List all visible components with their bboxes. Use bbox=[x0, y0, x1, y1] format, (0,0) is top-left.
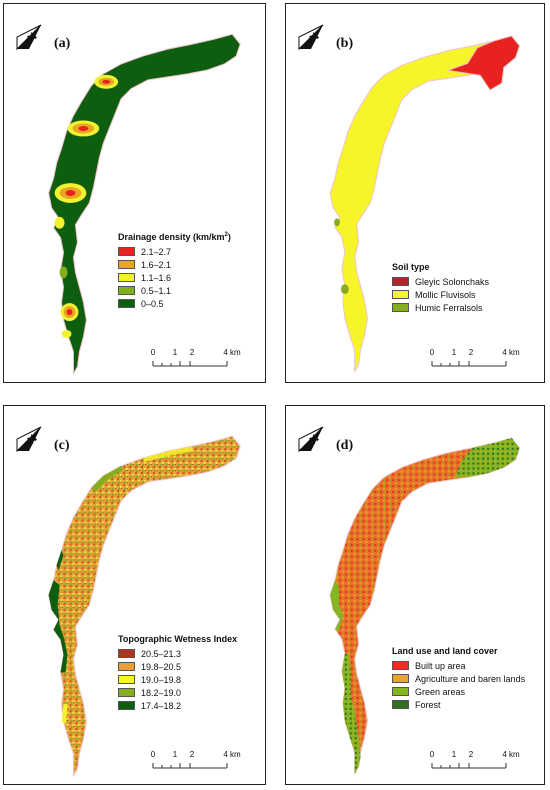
north-arrow-icon: N bbox=[14, 424, 44, 454]
legend-item: 19.8–20.5 bbox=[118, 660, 237, 673]
legend: Land use and land cover Built up area Ag… bbox=[392, 646, 525, 711]
scale-tick-label: 2 bbox=[468, 348, 474, 357]
scale-tick-label: 4 km bbox=[223, 348, 241, 357]
legend-item: 18.2–19.0 bbox=[118, 686, 237, 699]
legend-item: Forest bbox=[392, 698, 525, 711]
scale-bar: 0 1 2 4 km bbox=[429, 750, 539, 774]
legend-title: Soil type bbox=[392, 262, 430, 272]
panel-label: (c) bbox=[54, 438, 70, 453]
scale-tick-label: 2 bbox=[189, 750, 195, 759]
legend: Soil type Gleyic Solonchaks Mollic Fluvi… bbox=[392, 262, 489, 314]
scale-tick-label: 4 km bbox=[223, 750, 241, 759]
legend-item: Green areas bbox=[392, 685, 525, 698]
scale-bar: 0 1 2 4 km bbox=[429, 348, 539, 372]
legend-item: Gleyic Solonchaks bbox=[392, 275, 489, 288]
panel-label: (d) bbox=[336, 438, 354, 453]
legend-item: Agriculture and baren lands bbox=[392, 672, 525, 685]
drainage-hotspots bbox=[54, 74, 119, 338]
north-arrow-icon: N bbox=[296, 22, 326, 52]
legend: Drainage density (km/km2) 2.1–2.7 1.6–2.… bbox=[118, 232, 231, 310]
soil-type-map bbox=[329, 35, 521, 373]
legend-item: Built up area bbox=[392, 659, 525, 672]
scale-tick-label: 1 bbox=[451, 348, 457, 357]
scale-tick-label: 1 bbox=[172, 750, 178, 759]
map-panel-soil-type: N (b) Soil type Gleyic Solonchaks Mollic… bbox=[285, 3, 545, 383]
scale-tick-label: 2 bbox=[468, 750, 474, 759]
legend-item: 20.5–21.3 bbox=[118, 647, 237, 660]
legend-item: 2.1–2.7 bbox=[118, 245, 231, 258]
scale-tick-label: 2 bbox=[189, 348, 195, 357]
topographic-wetness-map bbox=[48, 435, 241, 777]
scale-tick-label: 0 bbox=[150, 348, 156, 357]
scale-tick-label: 0 bbox=[429, 348, 435, 357]
land-use-map bbox=[329, 437, 520, 775]
scale-bar: 0 1 2 4 km bbox=[150, 348, 260, 372]
scale-tick-label: 0 bbox=[150, 750, 156, 759]
legend-title: Land use and land cover bbox=[392, 646, 498, 656]
legend-item: 1.1–1.6 bbox=[118, 271, 231, 284]
scale-tick-label: 4 km bbox=[502, 750, 520, 759]
north-arrow-icon: N bbox=[296, 424, 326, 454]
legend-title: Drainage density (km/km2) bbox=[118, 232, 231, 242]
legend-item: 1.6–2.1 bbox=[118, 258, 231, 271]
legend-item: 17.4–18.2 bbox=[118, 699, 237, 712]
scale-tick-label: 1 bbox=[451, 750, 457, 759]
legend-item: 0–0.5 bbox=[118, 297, 231, 310]
panel-label: (a) bbox=[54, 36, 71, 51]
scale-tick-label: 0 bbox=[429, 750, 435, 759]
legend-item: 19.0–19.8 bbox=[118, 673, 237, 686]
scale-tick-label: 4 km bbox=[502, 348, 520, 357]
scale-tick-label: 1 bbox=[172, 348, 178, 357]
legend-item: Mollic Fluvisols bbox=[392, 288, 489, 301]
legend-item: 0.5–1.1 bbox=[118, 284, 231, 297]
map-panel-land-use: N (d) Land use and land cover Built up a… bbox=[285, 405, 545, 785]
map-panel-drainage-density: N (a) Drainage density (km/km2) 2.1–2.7 … bbox=[3, 3, 266, 383]
panel-label: (b) bbox=[336, 36, 354, 51]
legend-title: Topographic Wetness Index bbox=[118, 634, 238, 644]
scale-bar: 0 1 2 4 km bbox=[150, 750, 260, 774]
drainage-density-map bbox=[48, 33, 241, 375]
legend: Topographic Wetness Index 20.5–21.3 19.8… bbox=[118, 634, 237, 712]
north-arrow-icon: N bbox=[14, 22, 44, 52]
map-panel-topographic-wetness: N (c) Topographic Wetness Index 20.5–21.… bbox=[3, 405, 266, 785]
legend-item: Humic Ferralsols bbox=[392, 301, 489, 314]
